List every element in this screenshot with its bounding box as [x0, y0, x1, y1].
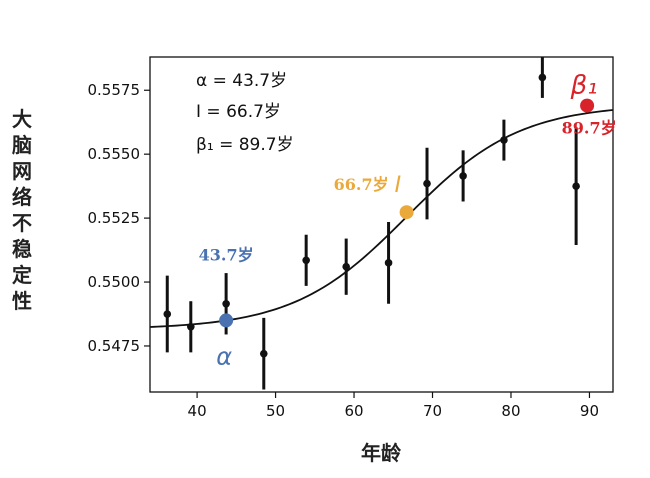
x-tick-label: 80 — [501, 402, 520, 420]
data-point — [572, 182, 580, 190]
data-point — [187, 322, 195, 331]
y-axis-ticks: 0.5475 0.5500 0.5525 0.5550 0.5575 — [88, 81, 150, 355]
data-point — [423, 179, 431, 188]
y-tick-label: 0.5475 — [88, 337, 141, 355]
marker-alpha-symbol: α — [216, 342, 232, 370]
marker-inflection — [399, 205, 414, 220]
marker-inflection-label: 66.7岁 — [334, 175, 389, 194]
x-tick-label: 60 — [344, 402, 363, 420]
plot-frame — [149, 56, 614, 393]
marker-beta1 — [580, 98, 595, 113]
marker-alpha — [219, 313, 234, 328]
data-point — [459, 172, 467, 180]
x-tick-label: 90 — [580, 402, 599, 420]
x-tick-label: 70 — [423, 402, 442, 420]
y-tick-label: 0.5550 — [88, 145, 141, 163]
x-axis-title: 年龄 — [361, 441, 402, 465]
x-axis-ticks: 40 50 60 70 80 90 — [188, 392, 599, 420]
y-axis-title: 大脑网络不稳定性 — [12, 107, 32, 313]
annotation-alpha: α = 43.7岁 — [196, 71, 287, 91]
data-point — [163, 310, 172, 318]
x-tick-label: 40 — [188, 402, 207, 420]
y-tick-label: 0.5500 — [88, 273, 141, 291]
data-point — [538, 73, 547, 82]
parameter-annotations: α = 43.7岁 I = 66.7岁 β₁ = 89.7岁 — [196, 71, 294, 155]
data-point — [259, 349, 268, 358]
annotation-beta1: β₁ = 89.7岁 — [196, 135, 294, 155]
marker-alpha-label: 43.7岁 — [199, 245, 254, 264]
y-tick-label: 0.5525 — [88, 209, 141, 227]
data-point — [302, 256, 310, 265]
data-point — [342, 262, 350, 271]
data-point — [500, 136, 508, 144]
marker-beta1-symbol: β₁ — [570, 71, 598, 101]
data-point — [384, 259, 393, 267]
annotation-inflection: I = 66.7岁 — [196, 102, 281, 122]
x-tick-label: 50 — [266, 402, 285, 420]
y-tick-label: 0.5575 — [88, 81, 141, 99]
marker-beta1-label: 89.7岁 — [562, 119, 617, 138]
markers: 43.7岁 α 66.7岁 I 89.7岁 β₁ — [199, 71, 617, 371]
data-point — [222, 299, 230, 308]
marker-inflection-symbol: I — [395, 173, 402, 198]
data-points — [163, 73, 580, 358]
